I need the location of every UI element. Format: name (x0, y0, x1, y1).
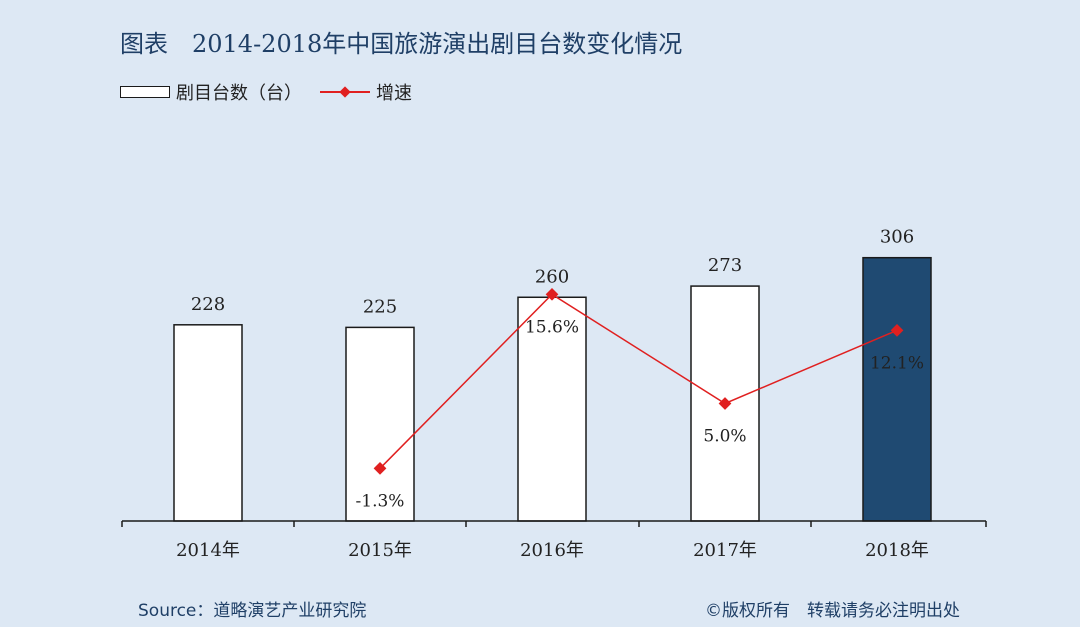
x-tick-label: 2014年 (176, 540, 240, 561)
growth-line (379, 293, 898, 469)
bar-value-label: 228 (191, 294, 225, 315)
bar-1 (173, 324, 243, 522)
bar-value-label: 225 (363, 296, 397, 317)
x-tick-label: 2017年 (693, 540, 757, 561)
legend-line-label: 增速 (376, 83, 412, 104)
bar-value-label: 273 (708, 255, 742, 276)
growth-value-label: 5.0% (703, 427, 746, 447)
bar-2 (345, 326, 415, 522)
legend-line-swatch (320, 86, 370, 98)
bar-3 (517, 296, 587, 522)
legend-bar-swatch (120, 86, 170, 98)
chart-legend: 剧目台数（台） 增速 (120, 80, 412, 104)
x-tick-label: 2018年 (865, 540, 929, 561)
growth-value-label: 12.1% (870, 353, 924, 373)
bar-5 (862, 256, 932, 522)
growth-point (373, 462, 387, 475)
legend-bar-label: 剧目台数（台） (176, 83, 302, 104)
x-tick-label: 2015年 (348, 540, 412, 561)
bar-value-label: 306 (880, 227, 914, 248)
source-note: Source：道略演艺产业研究院 (138, 601, 367, 621)
growth-value-label: -1.3% (356, 491, 405, 511)
bar-value-label: 260 (535, 266, 569, 287)
x-tick-label: 2016年 (520, 540, 584, 561)
growth-value-label: 15.6% (525, 317, 579, 337)
chart-title: 图表 2014-2018年中国旅游演出剧目台数变化情况 (120, 30, 683, 58)
copyright-note: ©版权所有 转载请务必注明出处 (705, 601, 960, 621)
